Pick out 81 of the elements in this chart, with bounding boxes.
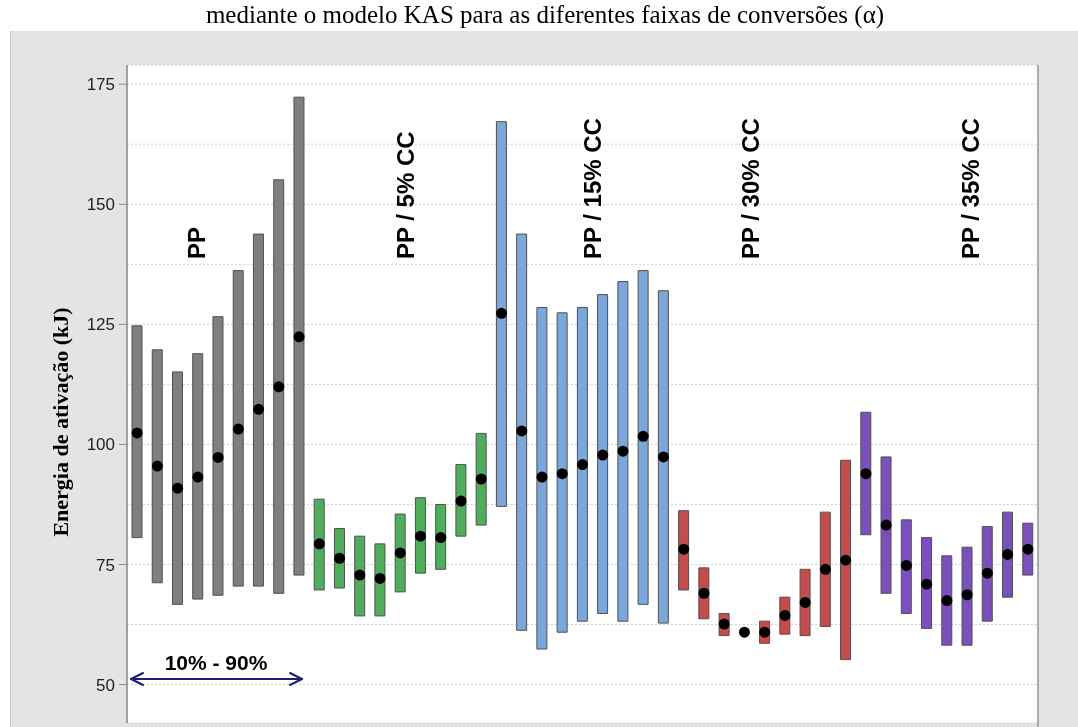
bar bbox=[475, 432, 487, 526]
point bbox=[496, 307, 508, 319]
y-tick-label: 75 bbox=[96, 555, 115, 574]
bar bbox=[819, 511, 831, 627]
point bbox=[313, 538, 325, 550]
point bbox=[678, 543, 690, 555]
point bbox=[860, 468, 872, 480]
point bbox=[212, 451, 224, 463]
bar bbox=[495, 121, 507, 507]
point bbox=[617, 445, 629, 457]
bar bbox=[212, 316, 224, 596]
point bbox=[941, 595, 953, 607]
point bbox=[900, 559, 912, 571]
point bbox=[394, 547, 406, 559]
bar bbox=[617, 281, 629, 622]
y-tick-label: 100 bbox=[86, 434, 115, 454]
y-axis-title: Energia de ativação (kJ) bbox=[47, 307, 73, 537]
bar bbox=[171, 371, 183, 605]
bar bbox=[576, 307, 588, 622]
y-tick-label: 175 bbox=[86, 74, 115, 94]
point bbox=[1022, 543, 1034, 555]
bar bbox=[941, 555, 953, 646]
point bbox=[840, 554, 852, 566]
point bbox=[516, 425, 528, 437]
bar bbox=[556, 312, 568, 633]
annotation: PP / 5% CC bbox=[391, 131, 419, 259]
bar bbox=[880, 456, 892, 594]
annotation: 10% - 90% bbox=[164, 650, 268, 674]
bar bbox=[900, 519, 912, 614]
point bbox=[597, 449, 609, 461]
y-tick-label: 150 bbox=[86, 194, 115, 214]
y-tick-label: 125 bbox=[86, 314, 115, 334]
point bbox=[921, 578, 933, 590]
bar bbox=[151, 349, 163, 584]
point bbox=[131, 427, 143, 439]
point bbox=[637, 430, 649, 442]
bar bbox=[252, 233, 264, 587]
point bbox=[738, 626, 750, 638]
point bbox=[556, 468, 568, 480]
bar bbox=[293, 96, 305, 576]
point bbox=[354, 569, 366, 581]
point bbox=[415, 530, 427, 542]
annotation: PP / 15% CC bbox=[578, 118, 606, 259]
point bbox=[779, 609, 791, 621]
point bbox=[657, 451, 669, 463]
annotation: PP / 30% CC bbox=[736, 118, 764, 259]
bar bbox=[232, 270, 244, 587]
point bbox=[698, 587, 710, 599]
chart-title: mediante o modelo KAS para as diferentes faixas de conversões (α) bbox=[204, 0, 886, 30]
point bbox=[151, 460, 163, 472]
point bbox=[981, 567, 993, 579]
y-tick-label: 50 bbox=[96, 675, 115, 695]
bar bbox=[273, 179, 285, 594]
bar bbox=[860, 411, 872, 536]
bar bbox=[637, 270, 649, 605]
point bbox=[880, 519, 892, 531]
point bbox=[172, 482, 184, 494]
annotation: PP bbox=[182, 226, 210, 259]
point bbox=[577, 459, 588, 471]
bar bbox=[536, 307, 548, 650]
bar bbox=[981, 526, 993, 622]
point bbox=[475, 473, 487, 485]
point bbox=[759, 626, 771, 638]
point bbox=[293, 331, 305, 343]
point bbox=[334, 552, 346, 564]
bar bbox=[131, 325, 143, 539]
point bbox=[536, 471, 548, 483]
point bbox=[253, 403, 265, 415]
point bbox=[819, 563, 831, 575]
point bbox=[718, 618, 730, 630]
point bbox=[232, 423, 244, 435]
bar bbox=[657, 290, 669, 624]
bar bbox=[516, 233, 528, 631]
bar bbox=[840, 459, 852, 661]
point bbox=[192, 471, 204, 483]
annotation: PP / 35% CC bbox=[956, 118, 984, 259]
bar bbox=[192, 353, 204, 600]
point bbox=[1002, 548, 1014, 560]
bar bbox=[597, 294, 609, 614]
point bbox=[273, 381, 285, 393]
point bbox=[435, 532, 447, 544]
